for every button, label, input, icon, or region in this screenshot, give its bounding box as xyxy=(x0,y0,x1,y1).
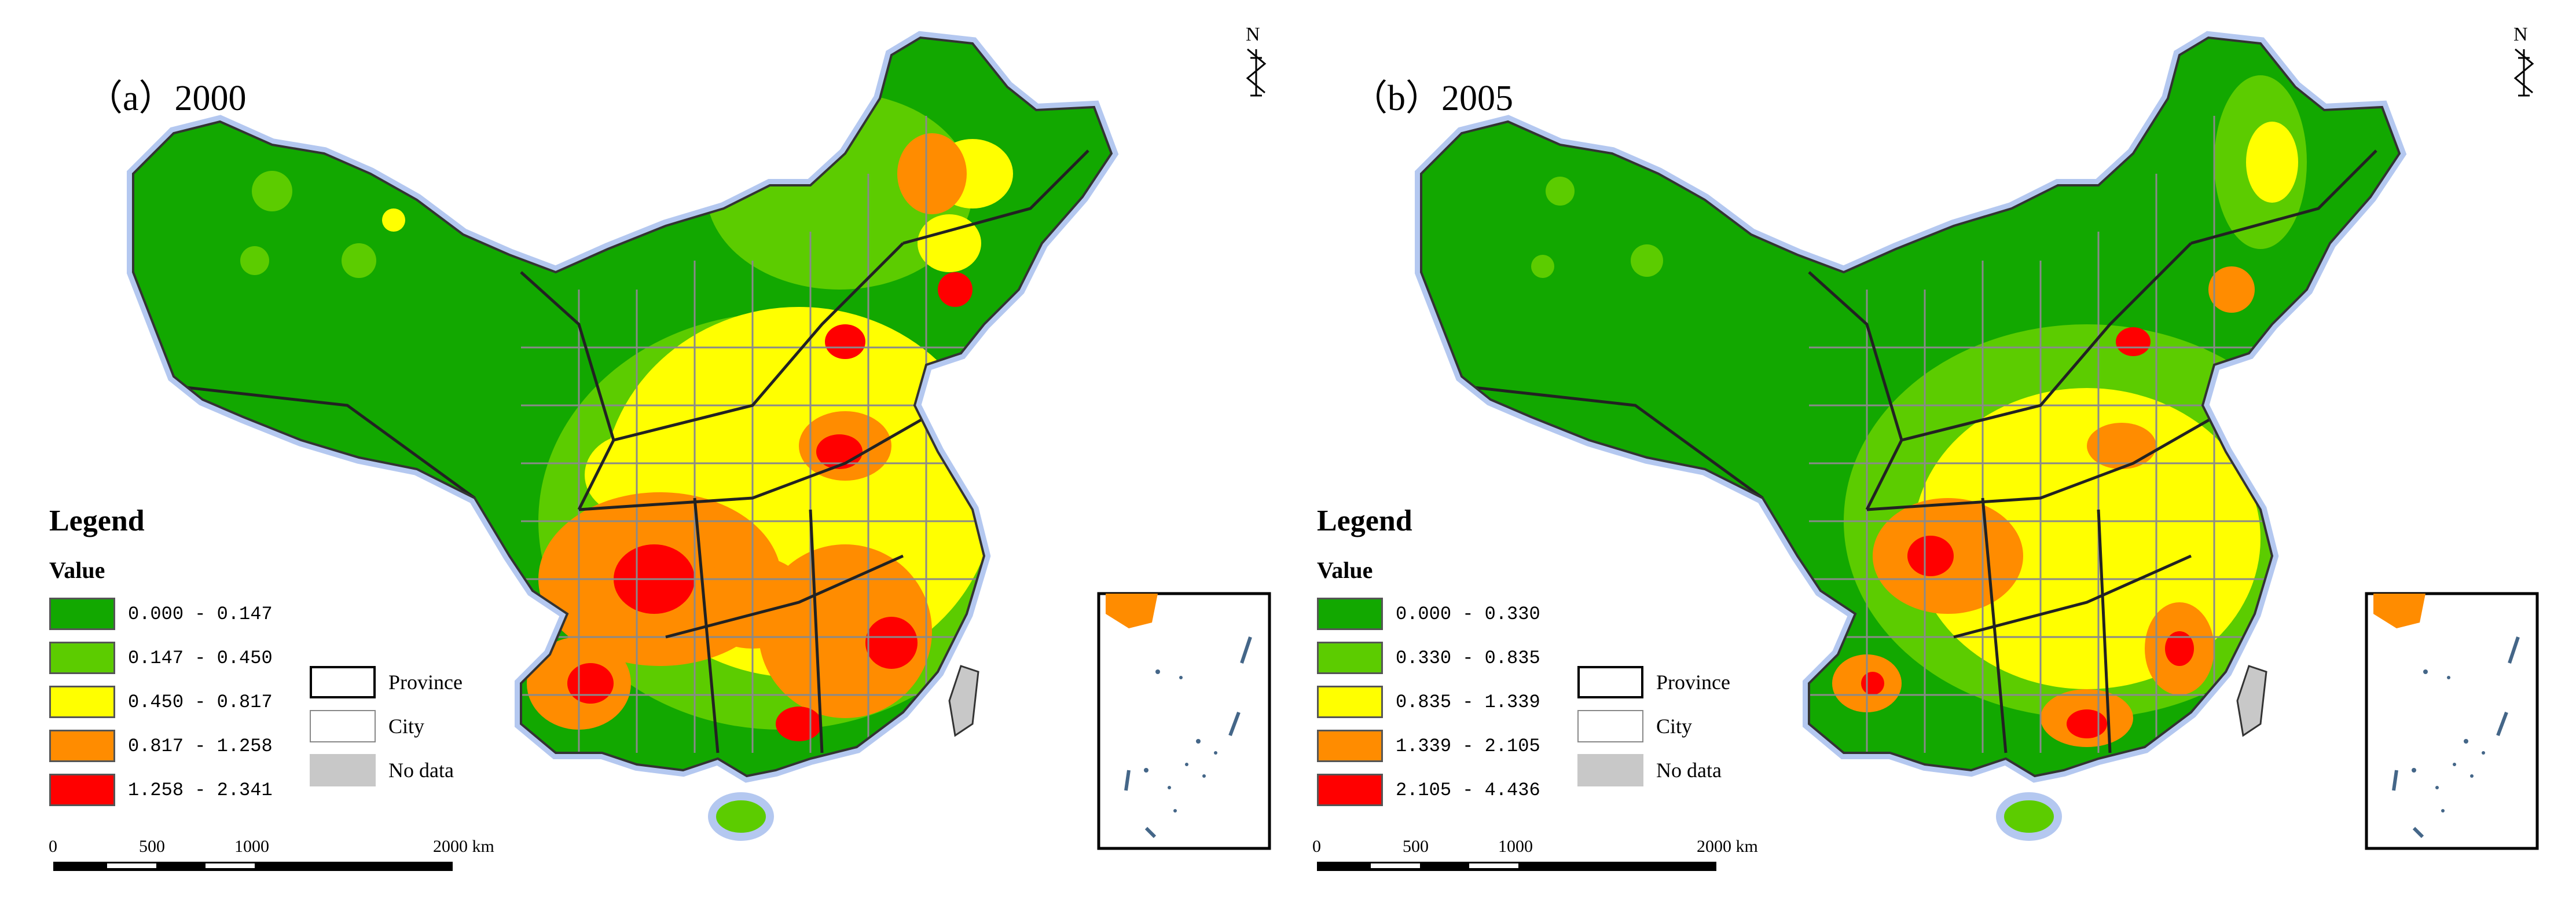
scale-tick-2000: 2000 km xyxy=(433,837,494,856)
legend-province: Province xyxy=(310,660,463,704)
legend-title: Legend xyxy=(49,504,145,537)
legend-swatch xyxy=(49,686,115,718)
legend-class-label: 0.330 - 0.835 xyxy=(1396,647,1540,669)
province-swatch xyxy=(310,666,376,698)
legend-class-label: 1.258 - 2.341 xyxy=(128,779,273,801)
legend-class-label: 0.147 - 0.450 xyxy=(128,647,273,669)
north-arrow-icon xyxy=(2513,48,2534,97)
inset-mainland-edge xyxy=(2373,594,2425,628)
legend-swatch xyxy=(1317,686,1383,718)
legend-province: Province xyxy=(1577,660,1730,704)
hainan-island xyxy=(1996,792,2062,841)
no-data-swatch xyxy=(1577,754,1643,786)
legend-class-1: 0.000 - 0.330 xyxy=(1317,592,1540,636)
province-boundaries xyxy=(138,149,1089,753)
legend-swatch xyxy=(49,774,115,806)
scale-bar xyxy=(1317,862,1716,871)
value-legend: Legend Value 0.000 - 0.330 0.330 - 0.835… xyxy=(1317,504,1540,812)
scale-tick-2000: 2000 km xyxy=(1697,837,1758,856)
scale-tick-1000: 1000 xyxy=(234,837,269,856)
scale-bar xyxy=(53,862,453,871)
scale-tick-0: 0 xyxy=(49,837,57,856)
boundary-legend: Province City No data xyxy=(310,660,463,792)
legend-class-2: 0.330 - 0.835 xyxy=(1317,636,1540,680)
map-panel-2005: N （b）2005 Legend Value 0.000 - 0.330 0.3… xyxy=(1288,0,2576,915)
legend-class-label: 0.817 - 1.258 xyxy=(128,735,273,757)
china-map-2000: N xyxy=(53,24,1271,871)
south-china-sea-inset xyxy=(1097,592,1271,850)
legend-swatch xyxy=(49,598,115,630)
legend-class-2: 0.147 - 0.450 xyxy=(49,636,273,680)
panel-title: （a）2000 xyxy=(87,79,247,118)
inset-islands xyxy=(1124,636,1252,839)
south-china-sea-inset xyxy=(2365,592,2539,850)
legend-city: City xyxy=(1577,704,1730,748)
legend-class-1: 0.000 - 0.147 xyxy=(49,592,273,636)
inset-mainland-edge xyxy=(1106,594,1158,628)
north-label: N xyxy=(1246,24,1260,45)
city-label: City xyxy=(1656,715,1693,738)
hainan-island xyxy=(708,792,774,841)
legend-no-data: No data xyxy=(310,748,463,792)
scale-tick-0: 0 xyxy=(1312,837,1321,856)
province-label: Province xyxy=(388,671,463,694)
legend-class-label: 0.000 - 0.147 xyxy=(128,603,273,625)
scale-tick-500: 500 xyxy=(139,837,165,856)
province-swatch xyxy=(1577,666,1643,698)
taiwan-no-data xyxy=(2236,665,2267,737)
legend-swatch xyxy=(1317,730,1383,762)
scale-tick-500: 500 xyxy=(1403,837,1429,856)
legend-swatch xyxy=(1317,598,1383,630)
inset-islands xyxy=(2392,636,2520,839)
legend-city: City xyxy=(310,704,463,748)
city-swatch xyxy=(1577,710,1643,742)
legend-class-5: 1.258 - 2.341 xyxy=(49,768,273,812)
legend-swatch xyxy=(49,642,115,674)
legend-value-heading: Value xyxy=(49,557,105,583)
legend-class-label: 0.000 - 0.330 xyxy=(1396,603,1540,625)
no-data-swatch xyxy=(310,754,376,786)
legend-class-3: 0.835 - 1.339 xyxy=(1317,680,1540,724)
legend-class-5: 2.105 - 4.436 xyxy=(1317,768,1540,812)
map-panel-2000: N （a）2000 Legend Value 0.000 - 0.147 0.1… xyxy=(49,24,1271,871)
value-legend: Legend Value 0.000 - 0.147 0.147 - 0.450… xyxy=(49,504,273,812)
city-boundaries xyxy=(521,116,984,753)
legend-class-4: 0.817 - 1.258 xyxy=(49,724,273,768)
legend-class-3: 0.450 - 0.817 xyxy=(49,680,273,724)
legend-class-label: 1.339 - 2.105 xyxy=(1396,735,1540,757)
legend-class-label: 0.835 - 1.339 xyxy=(1396,691,1540,713)
legend-swatch xyxy=(1317,774,1383,806)
legend-no-data: No data xyxy=(1577,748,1730,792)
city-label: City xyxy=(388,715,425,738)
province-label: Province xyxy=(1656,671,1730,694)
city-swatch xyxy=(310,710,376,742)
province-boundaries xyxy=(1426,149,2377,753)
scale-tick-1000: 1000 xyxy=(1498,837,1533,856)
legend-class-4: 1.339 - 2.105 xyxy=(1317,724,1540,768)
panel-title: （b）2005 xyxy=(1352,79,1514,118)
legend-class-label: 0.450 - 0.817 xyxy=(128,691,273,713)
north-arrow-icon xyxy=(1246,48,1267,97)
taiwan-no-data xyxy=(948,665,979,737)
no-data-label: No data xyxy=(388,759,454,782)
boundary-legend: Province City No data xyxy=(1577,660,1730,792)
legend-value-heading: Value xyxy=(1317,557,1373,583)
no-data-label: No data xyxy=(1656,759,1722,782)
legend-title: Legend xyxy=(1317,504,1412,537)
legend-class-label: 2.105 - 4.436 xyxy=(1396,779,1540,801)
north-label: N xyxy=(2513,24,2528,45)
legend-swatch xyxy=(1317,642,1383,674)
china-map-2005: N xyxy=(1317,24,2539,871)
legend-swatch xyxy=(49,730,115,762)
